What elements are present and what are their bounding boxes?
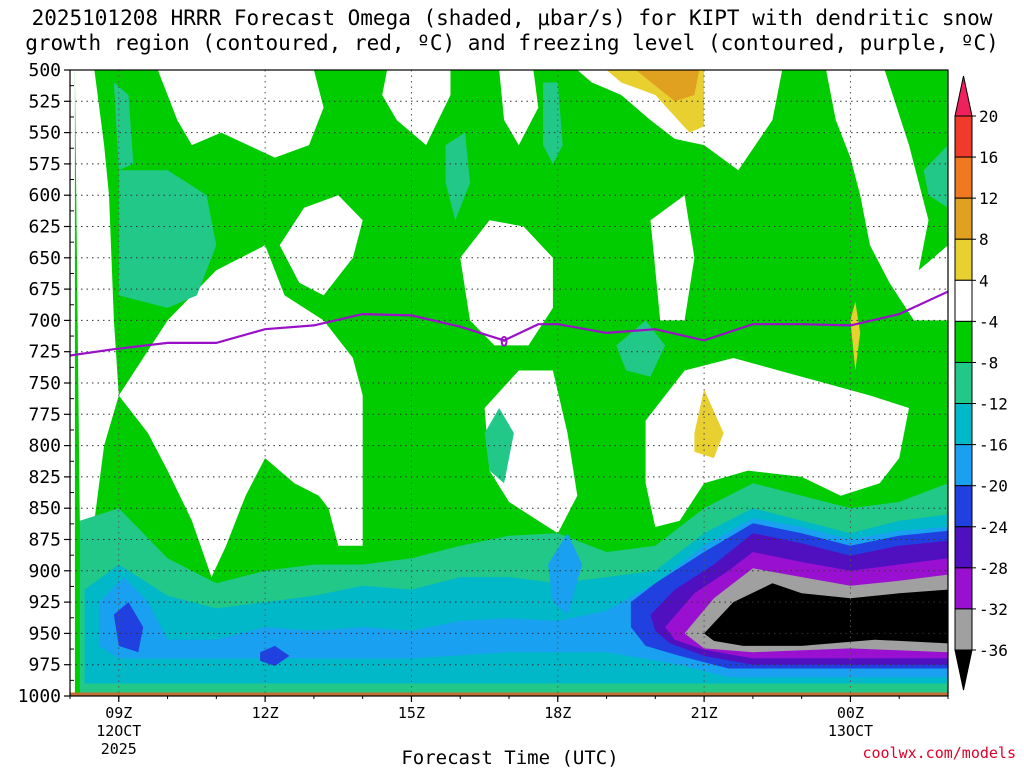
x-date-label: 12OCT: [96, 722, 141, 740]
omega-region-25: [260, 645, 290, 666]
title-line-2: growth region (contoured, red, ºC) and f…: [25, 31, 999, 55]
y-tick-label-625: 625: [28, 217, 61, 238]
colorbar-box: [954, 156, 973, 199]
freezing-level-line: [70, 290, 948, 357]
colorbar-box: [954, 115, 973, 158]
omega-region-17: [616, 320, 666, 377]
omega-region-9: [460, 220, 553, 346]
y-tick-label-825: 825: [28, 467, 61, 488]
omega-region-4: [499, 70, 539, 146]
colorbar-box: [954, 567, 973, 610]
y-tick-label-925: 925: [28, 592, 61, 613]
omega-region-7: [118, 245, 363, 578]
y-tick-label-575: 575: [28, 154, 61, 175]
freezing-level-layer: 0: [70, 290, 948, 357]
colorbar-label: -4: [979, 312, 998, 331]
x-tick-label-15Z: 15Z: [398, 704, 425, 722]
colorbar-label: 4: [979, 271, 989, 290]
colorbar-label: -36: [979, 641, 1008, 660]
colorbar-box: [954, 444, 973, 487]
colorbar-label: -24: [979, 518, 1008, 537]
omega-region-8: [279, 195, 363, 296]
watermark-link[interactable]: coolwx.com/models: [862, 744, 1016, 762]
x-tick-label-18Z: 18Z: [544, 704, 571, 722]
colorbar-label: -8: [979, 353, 998, 372]
colorbar-box: [954, 238, 973, 281]
x-date-label: 13OCT: [828, 722, 873, 740]
colorbar-label: -28: [979, 559, 1008, 578]
y-tick-label-700: 700: [28, 310, 61, 331]
y-axis: 500 525 550 575 600 625 650 675 700 725 750 775 800 8…: [18, 60, 74, 707]
colorbar-box: [954, 197, 973, 240]
colorbar-box: [954, 526, 973, 569]
y-tick-label-600: 600: [28, 185, 61, 206]
colorbar-box: [954, 485, 973, 528]
y-tick-label-750: 750: [28, 373, 61, 394]
omega-region-3: [382, 70, 451, 146]
colorbar-label: -32: [979, 600, 1008, 619]
y-tick-label-650: 650: [28, 248, 61, 269]
colorbar-box: [954, 320, 973, 363]
omega-region-16: [543, 82, 563, 164]
y-tick-label-675: 675: [28, 279, 61, 300]
x-axis-label: Forecast Time (UTC): [401, 747, 618, 768]
colorbar-label: -16: [979, 436, 1008, 455]
omega-region-11: [650, 195, 695, 321]
y-tick-label-875: 875: [28, 530, 61, 551]
y-tick-label-775: 775: [28, 404, 61, 425]
x-tick-label-00Z: 00Z: [837, 704, 864, 722]
colorbar-label: 20: [979, 107, 998, 126]
colorbar-box: [954, 403, 973, 446]
colorbar-label: -12: [979, 395, 1008, 414]
colorbar-top-arrow: [954, 75, 973, 117]
y-tick-label-725: 725: [28, 342, 61, 363]
colorbar-box: [954, 361, 973, 405]
title-line-1: 2025101208 HRRR Forecast Omega (shaded, …: [31, 6, 993, 30]
x-tick-label-21Z: 21Z: [691, 704, 718, 722]
y-tick-label-850: 850: [28, 498, 61, 519]
colorbar-label: 8: [979, 230, 989, 249]
x-tick-label-12Z: 12Z: [252, 704, 279, 722]
colorbar: 20 16 12 8 4 -4 -8 -12 -16 -20 -24 -28 -32 -36: [954, 75, 1008, 691]
x-year-label: 2025: [101, 740, 137, 758]
omega-region-23: [548, 533, 583, 615]
omega-region-12: [645, 358, 909, 527]
surface-line: [70, 692, 948, 696]
omega-region-30: [704, 583, 948, 646]
colorbar-label: 16: [979, 148, 998, 167]
y-tick-label-950: 950: [28, 623, 61, 644]
colorbar-box: [954, 608, 973, 651]
omega-shading: [70, 70, 948, 696]
grid-lines: [70, 70, 948, 696]
colorbar-box: [954, 279, 973, 322]
y-tick-label-975: 975: [28, 655, 61, 676]
colorbar-label: 12: [979, 189, 998, 208]
omega-region-10: [484, 370, 578, 534]
omega-region-18: [923, 145, 948, 208]
omega-region-14: [118, 170, 217, 308]
omega-region-33: [694, 389, 724, 459]
y-tick-label-800: 800: [28, 436, 61, 457]
y-tick-label-900: 900: [28, 561, 61, 582]
chart-title: 2025101208 HRRR Forecast Omega (shaded, …: [0, 6, 1024, 56]
omega-region-24: [113, 602, 144, 653]
omega-region-34: [850, 301, 861, 371]
omega-region-15: [445, 132, 470, 221]
omega-region-1: [74, 70, 119, 521]
y-tick-label-1000: 1000: [18, 686, 61, 707]
y-tick-label-525: 525: [28, 91, 61, 112]
y-tick-label-550: 550: [28, 123, 61, 144]
colorbar-label: -20: [979, 477, 1008, 496]
freezing-level-label: 0: [500, 334, 508, 350]
colorbar-bottom-arrow: [954, 649, 973, 691]
x-tick-label-09Z: 09Z: [105, 704, 132, 722]
y-tick-label-500: 500: [28, 60, 61, 81]
omega-region-32: [635, 70, 700, 102]
omega-region-2: [157, 70, 324, 158]
